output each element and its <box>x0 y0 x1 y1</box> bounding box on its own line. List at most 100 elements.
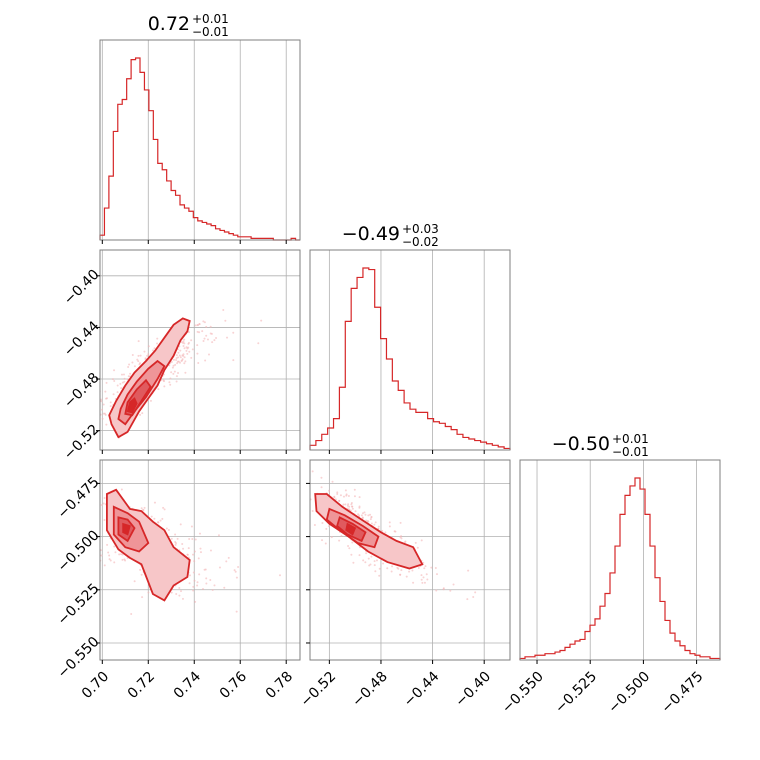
sample-point <box>162 506 165 509</box>
sample-point <box>157 521 160 524</box>
sample-point <box>143 350 146 353</box>
sample-point <box>205 334 208 337</box>
sample-point <box>184 360 187 363</box>
sample-point <box>31 484 33 486</box>
sample-point <box>222 308 225 311</box>
sample-point <box>403 541 406 544</box>
sample-point <box>198 532 201 535</box>
sample-point <box>237 565 240 568</box>
sample-point <box>123 377 126 380</box>
sample-point <box>370 555 373 558</box>
histogram-title-plus: +0.03 <box>402 222 439 236</box>
sample-point <box>80 515 82 517</box>
sample-point <box>257 342 260 345</box>
sample-point <box>121 558 124 561</box>
sample-point <box>179 349 182 352</box>
sample-point <box>102 502 105 505</box>
sample-point <box>181 354 184 357</box>
sample-point <box>100 504 103 507</box>
sample-point <box>452 583 455 586</box>
sample-point <box>293 474 295 476</box>
sample-point <box>131 353 134 356</box>
sample-point <box>420 539 423 542</box>
sample-point <box>423 567 426 570</box>
sample-point <box>373 523 376 526</box>
sample-point <box>347 494 350 497</box>
sample-point <box>342 503 345 506</box>
sample-point <box>367 557 370 560</box>
sample-point <box>178 586 181 589</box>
sample-point <box>153 501 156 504</box>
sample-point <box>170 371 173 374</box>
sample-point <box>96 409 98 411</box>
sample-point <box>227 556 230 559</box>
sample-point <box>183 362 186 365</box>
sample-point <box>205 325 208 328</box>
sample-point <box>44 486 46 488</box>
sample-point <box>339 494 342 497</box>
sample-point <box>170 360 173 363</box>
sample-point <box>150 515 153 518</box>
sample-point <box>192 553 195 556</box>
sample-point <box>338 499 341 502</box>
sample-point <box>189 574 192 577</box>
sample-point <box>183 347 186 350</box>
sample-point <box>282 484 284 486</box>
sample-point <box>167 528 170 531</box>
sample-point <box>187 547 190 550</box>
x-tick-label: −0.40 <box>452 669 494 711</box>
density-contours <box>106 488 191 602</box>
sample-point <box>209 579 212 582</box>
sample-point <box>374 570 377 573</box>
sample-point <box>175 354 178 357</box>
sample-point <box>139 354 142 357</box>
sample-point <box>120 553 123 556</box>
sample-point <box>199 547 202 550</box>
density-contour-level-4 <box>126 397 138 414</box>
y-tick-label: −0.525 <box>55 581 103 629</box>
sample-point <box>224 319 227 322</box>
sample-point <box>215 337 218 340</box>
x-tick-label: −0.48 <box>349 669 391 711</box>
sample-point <box>188 537 191 540</box>
sample-point <box>194 324 197 327</box>
sample-point <box>425 573 428 576</box>
sample-point <box>177 351 180 354</box>
sample-point <box>205 577 208 580</box>
sample-point <box>142 508 145 511</box>
sample-point <box>156 342 159 345</box>
sample-point <box>422 576 425 579</box>
sample-point <box>71 521 73 523</box>
sample-point <box>78 418 80 420</box>
sample-point <box>51 531 53 533</box>
sample-point <box>196 330 199 333</box>
scatter-panel-0-1 <box>32 249 301 451</box>
sample-point <box>75 421 77 423</box>
sample-point <box>103 496 106 499</box>
sample-point <box>119 382 122 385</box>
sample-point <box>173 370 176 373</box>
sample-point <box>196 323 199 326</box>
sample-point <box>321 521 324 524</box>
sample-point <box>235 576 238 579</box>
sample-point <box>382 562 385 565</box>
sample-point <box>351 505 354 508</box>
sample-point <box>394 530 397 533</box>
sample-point <box>104 413 107 416</box>
sample-point <box>198 331 201 334</box>
sample-point <box>94 399 96 401</box>
sample-point <box>137 354 140 357</box>
sample-point <box>157 388 160 391</box>
sample-point <box>369 513 372 516</box>
sample-point <box>98 414 100 416</box>
histogram-panel-0: 0.72 +0.01−0.01 <box>99 12 301 241</box>
sample-point <box>201 587 204 590</box>
sample-point <box>32 429 34 431</box>
sample-point <box>104 390 107 393</box>
sample-point <box>306 476 308 478</box>
sample-point <box>120 387 123 390</box>
sample-point <box>175 358 178 361</box>
sample-point <box>422 561 425 564</box>
sample-point <box>96 501 98 503</box>
sample-point <box>122 373 125 376</box>
